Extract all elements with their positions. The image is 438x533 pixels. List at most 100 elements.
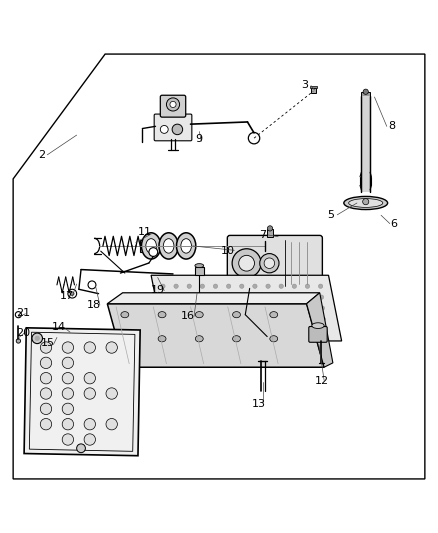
Circle shape bbox=[283, 328, 287, 332]
Circle shape bbox=[213, 284, 218, 288]
Circle shape bbox=[16, 339, 21, 343]
Circle shape bbox=[282, 317, 286, 321]
Circle shape bbox=[40, 357, 52, 368]
Circle shape bbox=[227, 295, 232, 300]
Circle shape bbox=[149, 248, 158, 256]
Circle shape bbox=[322, 328, 326, 332]
Circle shape bbox=[318, 284, 323, 288]
Circle shape bbox=[68, 289, 77, 298]
Circle shape bbox=[77, 444, 85, 453]
Circle shape bbox=[267, 295, 271, 300]
Circle shape bbox=[309, 328, 313, 332]
Circle shape bbox=[215, 306, 219, 310]
FancyBboxPatch shape bbox=[227, 236, 322, 291]
Bar bbox=[361, 96, 370, 192]
Circle shape bbox=[62, 403, 74, 415]
Circle shape bbox=[174, 284, 178, 288]
Circle shape bbox=[163, 317, 168, 321]
Circle shape bbox=[321, 317, 325, 321]
Circle shape bbox=[240, 284, 244, 288]
Circle shape bbox=[200, 284, 205, 288]
Text: 9: 9 bbox=[196, 134, 203, 144]
FancyBboxPatch shape bbox=[160, 95, 186, 117]
Circle shape bbox=[40, 373, 52, 384]
Polygon shape bbox=[107, 293, 320, 304]
Circle shape bbox=[162, 306, 167, 310]
Text: 15: 15 bbox=[41, 338, 55, 348]
Circle shape bbox=[296, 328, 300, 332]
Circle shape bbox=[15, 312, 21, 318]
Circle shape bbox=[239, 255, 254, 271]
Ellipse shape bbox=[121, 312, 129, 318]
Circle shape bbox=[106, 342, 117, 353]
Text: 3: 3 bbox=[301, 80, 308, 90]
Circle shape bbox=[40, 342, 52, 353]
Text: 14: 14 bbox=[52, 322, 66, 332]
Bar bbox=[310, 86, 317, 88]
Circle shape bbox=[175, 295, 179, 300]
Circle shape bbox=[84, 388, 95, 399]
Circle shape bbox=[292, 284, 297, 288]
Circle shape bbox=[280, 295, 284, 300]
Circle shape bbox=[164, 328, 169, 332]
Circle shape bbox=[40, 418, 52, 430]
FancyBboxPatch shape bbox=[154, 114, 192, 141]
Circle shape bbox=[229, 317, 233, 321]
Text: 7: 7 bbox=[259, 230, 266, 240]
Circle shape bbox=[253, 284, 257, 288]
Bar bbox=[361, 92, 370, 96]
Circle shape bbox=[161, 284, 165, 288]
Circle shape bbox=[217, 328, 221, 332]
Circle shape bbox=[255, 317, 260, 321]
Circle shape bbox=[62, 434, 74, 445]
Circle shape bbox=[240, 295, 245, 300]
Circle shape bbox=[216, 317, 220, 321]
Circle shape bbox=[281, 306, 285, 310]
Circle shape bbox=[71, 292, 74, 295]
Text: 20: 20 bbox=[16, 328, 30, 338]
Text: 12: 12 bbox=[315, 376, 329, 386]
Ellipse shape bbox=[146, 239, 156, 253]
Polygon shape bbox=[307, 293, 333, 367]
Text: 6: 6 bbox=[391, 219, 398, 229]
Circle shape bbox=[242, 317, 247, 321]
Circle shape bbox=[267, 226, 272, 231]
Circle shape bbox=[62, 357, 74, 368]
Ellipse shape bbox=[270, 336, 278, 342]
Bar bbox=[195, 268, 204, 275]
Circle shape bbox=[264, 258, 275, 269]
Circle shape bbox=[319, 295, 324, 300]
Circle shape bbox=[202, 306, 206, 310]
Text: 8: 8 bbox=[389, 122, 396, 131]
Text: 5: 5 bbox=[327, 210, 334, 220]
Text: 11: 11 bbox=[138, 228, 152, 237]
Circle shape bbox=[106, 388, 117, 399]
Circle shape bbox=[172, 124, 183, 135]
Circle shape bbox=[279, 284, 283, 288]
Ellipse shape bbox=[195, 264, 204, 268]
Circle shape bbox=[188, 295, 192, 300]
Bar bbox=[311, 88, 316, 93]
Polygon shape bbox=[107, 304, 324, 367]
Circle shape bbox=[204, 328, 208, 332]
Text: 16: 16 bbox=[180, 311, 194, 320]
Circle shape bbox=[40, 388, 52, 399]
Ellipse shape bbox=[270, 312, 278, 318]
Text: 18: 18 bbox=[87, 300, 101, 310]
Circle shape bbox=[40, 403, 52, 415]
Circle shape bbox=[243, 328, 247, 332]
Circle shape bbox=[32, 333, 42, 344]
Circle shape bbox=[62, 418, 74, 430]
Circle shape bbox=[176, 306, 180, 310]
Circle shape bbox=[191, 328, 195, 332]
Text: 13: 13 bbox=[252, 399, 266, 409]
Ellipse shape bbox=[158, 312, 166, 318]
Circle shape bbox=[226, 284, 231, 288]
Circle shape bbox=[84, 342, 95, 353]
Circle shape bbox=[254, 306, 259, 310]
Circle shape bbox=[232, 249, 261, 278]
Ellipse shape bbox=[163, 239, 174, 253]
Bar bbox=[267, 229, 273, 237]
Ellipse shape bbox=[349, 199, 383, 207]
Circle shape bbox=[306, 295, 311, 300]
